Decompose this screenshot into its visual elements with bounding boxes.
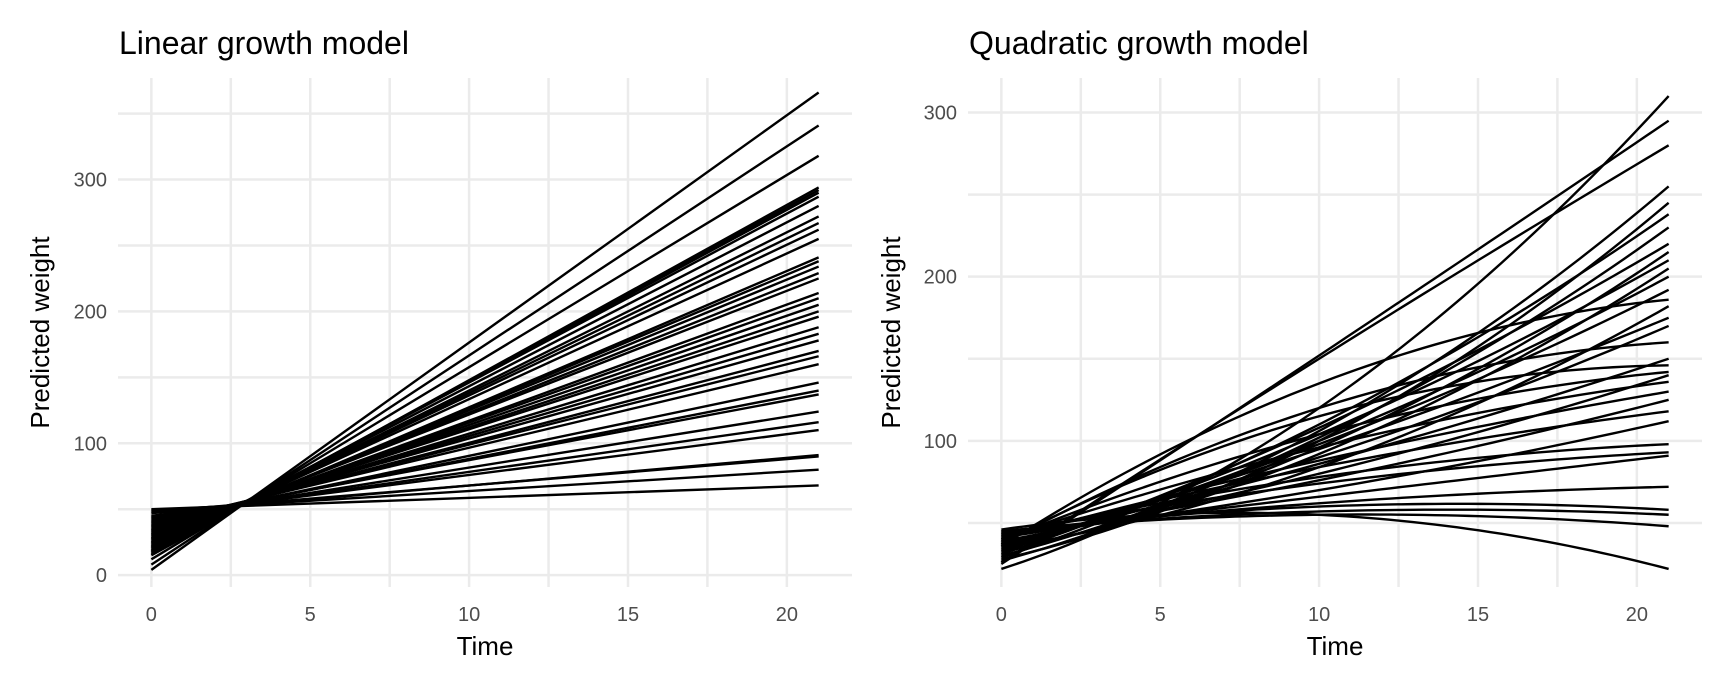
x-axis-label: Time <box>457 631 514 661</box>
series-line-28 <box>1000 242 1670 556</box>
x-tick-label: 5 <box>1155 604 1166 626</box>
series-line-18 <box>1000 341 1669 546</box>
y-axis-label: Predicted weight <box>876 236 906 429</box>
chart-title: Linear growth model <box>119 25 409 61</box>
x-tick-label: 20 <box>776 604 798 626</box>
x-tick-label: 15 <box>617 604 639 626</box>
series-line-27 <box>1001 251 1670 554</box>
y-tick-label: 300 <box>924 102 957 124</box>
x-tick-label: 20 <box>1626 604 1648 626</box>
y-axis-label: Predicted weight <box>25 236 55 429</box>
series-line-30 <box>1000 213 1670 559</box>
series-line-20 <box>1000 298 1669 547</box>
x-tick-label: 10 <box>458 604 480 626</box>
series-line-14 <box>1001 374 1670 543</box>
series-line-29 <box>1001 226 1670 557</box>
series-line-35 <box>150 186 820 557</box>
series-line-4 <box>151 453 819 515</box>
x-tick-label: 0 <box>996 604 1007 626</box>
y-tick-label: 300 <box>74 170 107 192</box>
series-line-8 <box>1001 442 1669 538</box>
x-tick-label: 10 <box>1308 604 1330 626</box>
series-line-26 <box>150 256 820 545</box>
x-axis-label: Time <box>1307 631 1364 661</box>
chart-title: Quadratic growth model <box>969 25 1309 61</box>
series-line-1 <box>151 484 819 511</box>
y-tick-label: 200 <box>74 301 107 323</box>
y-tick-label: 0 <box>96 565 107 587</box>
series-line-38 <box>150 91 820 571</box>
x-tick-label: 0 <box>146 604 157 626</box>
series-line-12 <box>1001 390 1669 541</box>
quadratic-growth-panel: 0 5 10 15 20 100 200 300 Quadratic growth model T… <box>876 25 1702 661</box>
y-tick-label: 100 <box>74 433 107 455</box>
series-line-34 <box>1000 119 1670 566</box>
y-tick-label: 100 <box>924 431 957 453</box>
x-tick-label: 5 <box>305 604 316 626</box>
series-line-35 <box>1000 95 1670 571</box>
series-line-7 <box>151 410 819 520</box>
y-tick-label: 200 <box>924 267 957 289</box>
series-line-10 <box>151 381 819 524</box>
x-tick-label: 15 <box>1467 604 1489 626</box>
series-line-31 <box>1001 201 1670 561</box>
